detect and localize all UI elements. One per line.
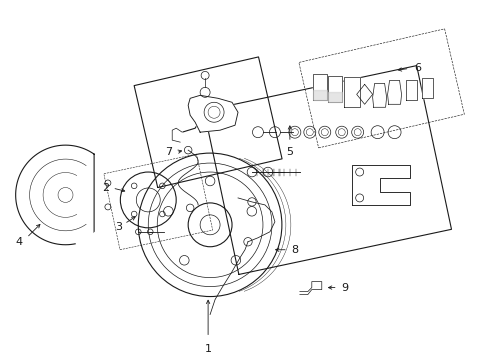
Polygon shape	[356, 84, 372, 104]
Polygon shape	[188, 95, 238, 132]
Polygon shape	[387, 80, 401, 104]
Polygon shape	[312, 90, 326, 100]
Text: 6: 6	[413, 63, 420, 73]
Text: 5: 5	[286, 147, 293, 157]
Polygon shape	[327, 92, 341, 102]
Polygon shape	[351, 165, 408, 205]
Text: 9: 9	[341, 283, 347, 293]
Text: 7: 7	[164, 147, 171, 157]
Text: 4: 4	[15, 237, 22, 247]
Text: 1: 1	[204, 345, 211, 354]
Polygon shape	[405, 80, 416, 100]
Text: 8: 8	[291, 245, 298, 255]
Text: 2: 2	[102, 183, 109, 193]
Polygon shape	[312, 75, 326, 100]
Polygon shape	[343, 77, 359, 107]
Polygon shape	[172, 128, 182, 142]
Text: 3: 3	[115, 222, 122, 232]
Polygon shape	[327, 76, 341, 102]
Polygon shape	[421, 78, 432, 98]
Polygon shape	[372, 84, 386, 107]
Polygon shape	[299, 282, 321, 294]
